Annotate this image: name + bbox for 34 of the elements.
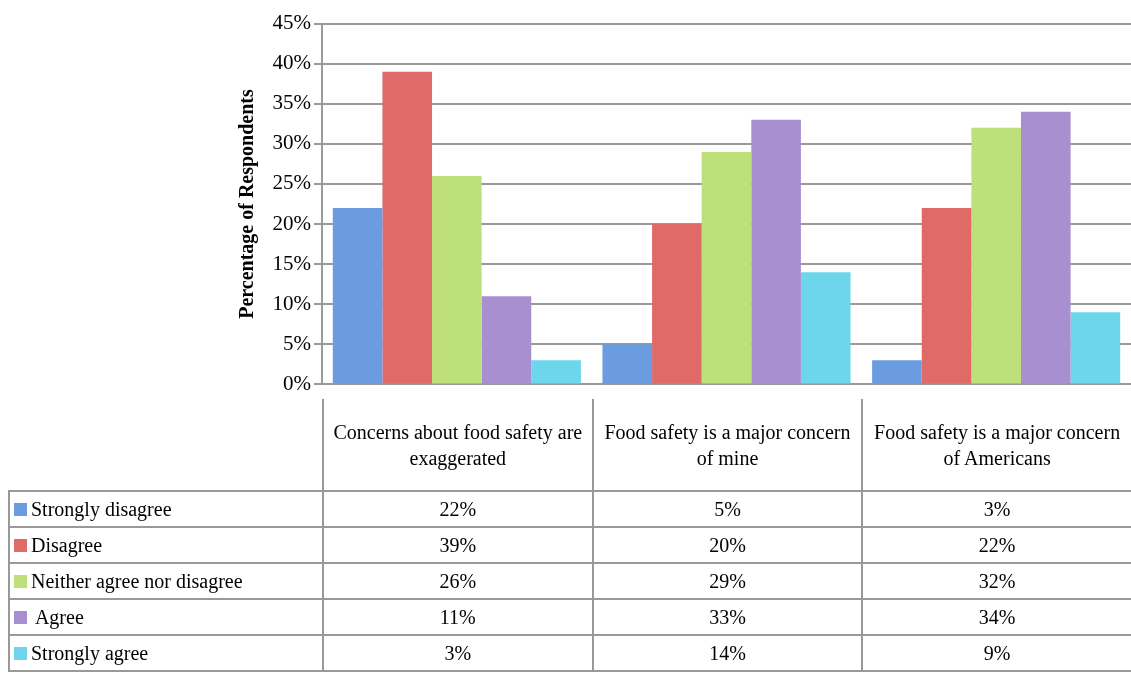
- x-tick-label: Food safety is a major concern of Americans: [862, 399, 1131, 491]
- legend-label: Disagree: [31, 533, 103, 556]
- data-label: 22%: [323, 491, 593, 527]
- y-tick-label: 25%: [272, 170, 311, 195]
- legend-label: Strongly agree: [31, 641, 149, 664]
- y-axis-title: Percentage of Respondents: [235, 88, 259, 319]
- data-label: 34%: [862, 599, 1131, 635]
- legend-label: Agree: [33, 605, 84, 628]
- data-label: 9%: [862, 635, 1131, 671]
- data-label: 11%: [323, 599, 593, 635]
- data-label: 20%: [592, 527, 863, 563]
- x-tick-label: Food safety is a major concern of mine: [592, 399, 863, 491]
- y-tick-label: 15%: [272, 250, 311, 275]
- data-label: 39%: [323, 527, 593, 563]
- data-label: 3%: [862, 491, 1131, 527]
- y-tick-label: 45%: [272, 10, 311, 35]
- y-tick-label: 5%: [283, 330, 311, 355]
- legend-label: Neither agree nor disagree: [31, 569, 243, 592]
- y-tick-label: 40%: [272, 50, 311, 75]
- y-tick-label: 0%: [283, 370, 311, 395]
- data-label: 32%: [862, 563, 1131, 599]
- data-label: 22%: [862, 527, 1131, 563]
- y-tick-label: 35%: [272, 90, 311, 115]
- y-tick-label: 10%: [272, 290, 311, 315]
- data-label: 5%: [592, 491, 863, 527]
- data-label: 29%: [592, 563, 863, 599]
- x-tick-label: Concerns about food safety are exaggerated: [323, 399, 593, 491]
- y-tick-label: 30%: [272, 130, 311, 155]
- legend-label: Strongly disagree: [31, 497, 172, 520]
- data-label: 33%: [592, 599, 863, 635]
- data-label: 3%: [323, 635, 593, 671]
- data-label: 26%: [323, 563, 593, 599]
- y-tick-label: 20%: [272, 210, 311, 235]
- data-label: 14%: [592, 635, 863, 671]
